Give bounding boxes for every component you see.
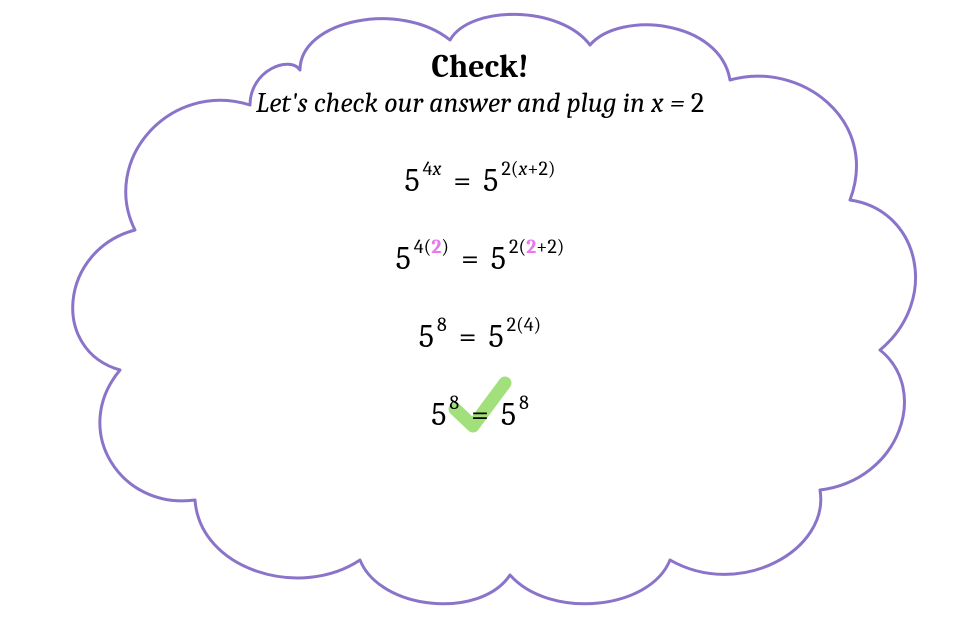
l1-rhs-sup: 2(x+2) <box>501 159 555 179</box>
subtitle: Let's check our answer and plug in x = 2 <box>200 87 760 119</box>
l1-eq: = <box>453 165 471 197</box>
subtitle-var: x <box>651 87 664 119</box>
l3-rhs-base: 5 <box>488 321 503 353</box>
l3-rhs-sup: 2(4) <box>507 315 542 335</box>
l4-lhs-sup: 8 <box>449 393 459 413</box>
l3-lhs-sup: 8 <box>437 315 447 335</box>
subtitle-prefix: Let's check our answer and plug in <box>256 87 651 119</box>
subtitle-eq: = <box>664 87 691 119</box>
l4-rhs-sup: 8 <box>519 393 529 413</box>
subtitle-val: 2 <box>691 87 704 119</box>
l4-rhs-base: 5 <box>501 399 516 431</box>
l1-lhs-sup: 4x <box>423 159 442 179</box>
l3-lhs-base: 5 <box>419 321 434 353</box>
l2-rhs-base: 5 <box>491 243 506 275</box>
l1-lhs-base: 5 <box>404 165 419 197</box>
l2-lhs-sup: 4(2) <box>414 237 449 257</box>
equation-line-4: 5 8 = 5 8 <box>200 399 760 431</box>
equation-line-1: 5 4x = 5 2(x+2) <box>200 165 760 197</box>
l2-eq: = <box>461 243 479 275</box>
equation-line-2: 5 4(2) = 5 2(2+2) <box>200 243 760 275</box>
l4-eq: = <box>471 399 489 431</box>
equation-line-3: 5 8 = 5 2(4) <box>200 321 760 353</box>
l2-rhs-sup: 2(2+2) <box>509 237 564 257</box>
title: Check! <box>200 48 760 85</box>
l4-lhs-base: 5 <box>431 399 446 431</box>
math-content: Check! Let's check our answer and plug i… <box>200 40 760 431</box>
final-check-wrap: 5 8 = 5 8 <box>431 399 529 431</box>
l1-rhs-base: 5 <box>483 165 498 197</box>
l2-lhs-base: 5 <box>396 243 411 275</box>
l3-eq: = <box>459 321 477 353</box>
